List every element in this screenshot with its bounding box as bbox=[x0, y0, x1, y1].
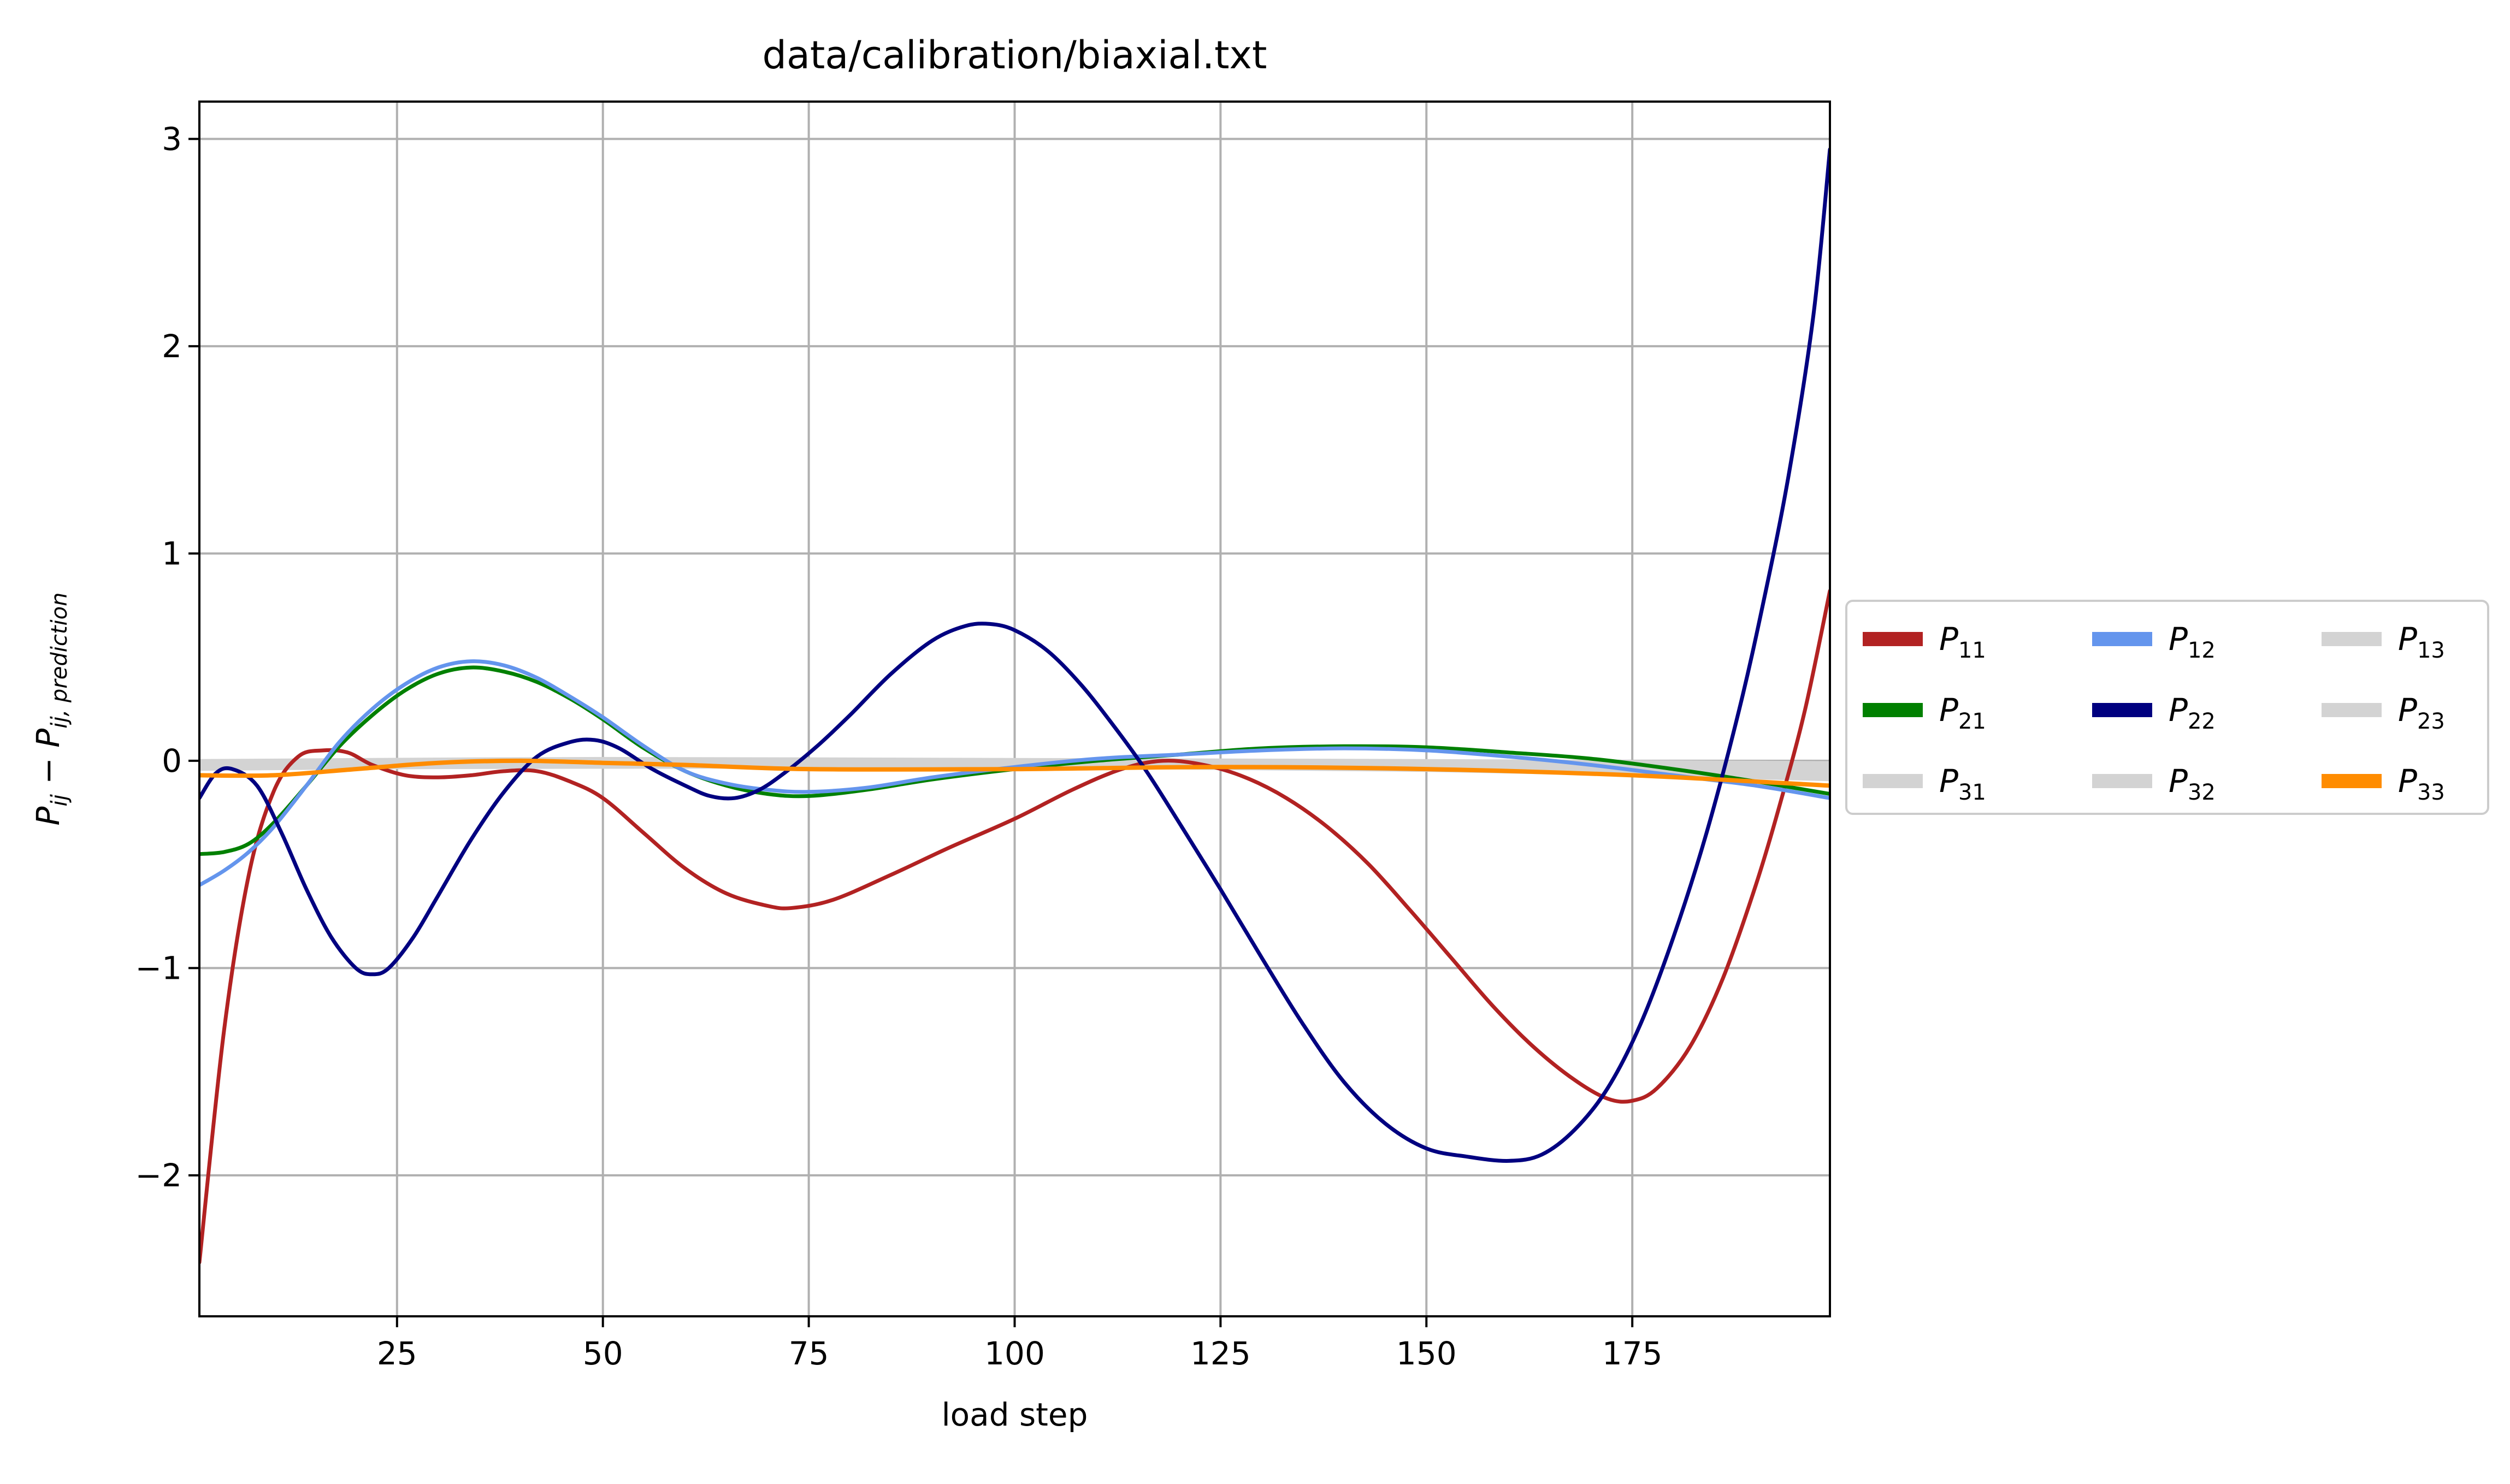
x-tick-label: 50 bbox=[583, 1335, 623, 1372]
x-tick-label: 125 bbox=[1190, 1335, 1251, 1372]
ticks: 25 50 75 100 125 150 175 −2 −1 0 1 2 3 bbox=[135, 120, 1663, 1372]
legend-box bbox=[1845, 600, 2489, 815]
y-tick-label: 0 bbox=[162, 742, 182, 779]
x-tick-label: 150 bbox=[1396, 1335, 1457, 1372]
legend-label: P23 bbox=[2398, 691, 2445, 734]
y-tick-label: 2 bbox=[162, 328, 182, 365]
legend-label: P32 bbox=[2169, 762, 2216, 805]
x-axis-label: load step bbox=[942, 1396, 1088, 1433]
x-tick-label: 25 bbox=[377, 1335, 417, 1372]
chart-title: data/calibration/biaxial.txt bbox=[763, 33, 1267, 78]
y-tick-label: −2 bbox=[135, 1157, 182, 1194]
series-line-p33 bbox=[199, 758, 1830, 788]
y-tick-label: 1 bbox=[162, 535, 182, 572]
y-tick-label: −1 bbox=[135, 949, 182, 986]
x-tick-label: 75 bbox=[789, 1335, 829, 1372]
legend-label: P13 bbox=[2398, 620, 2445, 663]
series-line-p11 bbox=[199, 589, 1830, 1264]
series-line-p22 bbox=[199, 147, 1830, 1163]
legend-label: P31 bbox=[1939, 762, 1986, 805]
y-tick-label: 3 bbox=[162, 120, 182, 157]
legend-label: P33 bbox=[2398, 762, 2445, 805]
grid-lines bbox=[199, 102, 1830, 1316]
legend-label: P11 bbox=[1939, 620, 1986, 663]
y-axis-label: Pij − Pij, prediction bbox=[29, 593, 72, 826]
x-tick-label: 175 bbox=[1602, 1335, 1663, 1372]
series-line-p21 bbox=[199, 665, 1830, 856]
legend-label: P12 bbox=[2169, 620, 2216, 663]
series-line-p12 bbox=[199, 659, 1830, 888]
legend-label: P21 bbox=[1939, 691, 1986, 734]
x-tick-label: 100 bbox=[984, 1335, 1045, 1372]
series-group bbox=[199, 147, 1830, 1264]
legend-label: P22 bbox=[2169, 691, 2216, 734]
legend: P11 P21 P31 P12 P22 P32 P13 P23 P33 bbox=[1845, 600, 2489, 815]
